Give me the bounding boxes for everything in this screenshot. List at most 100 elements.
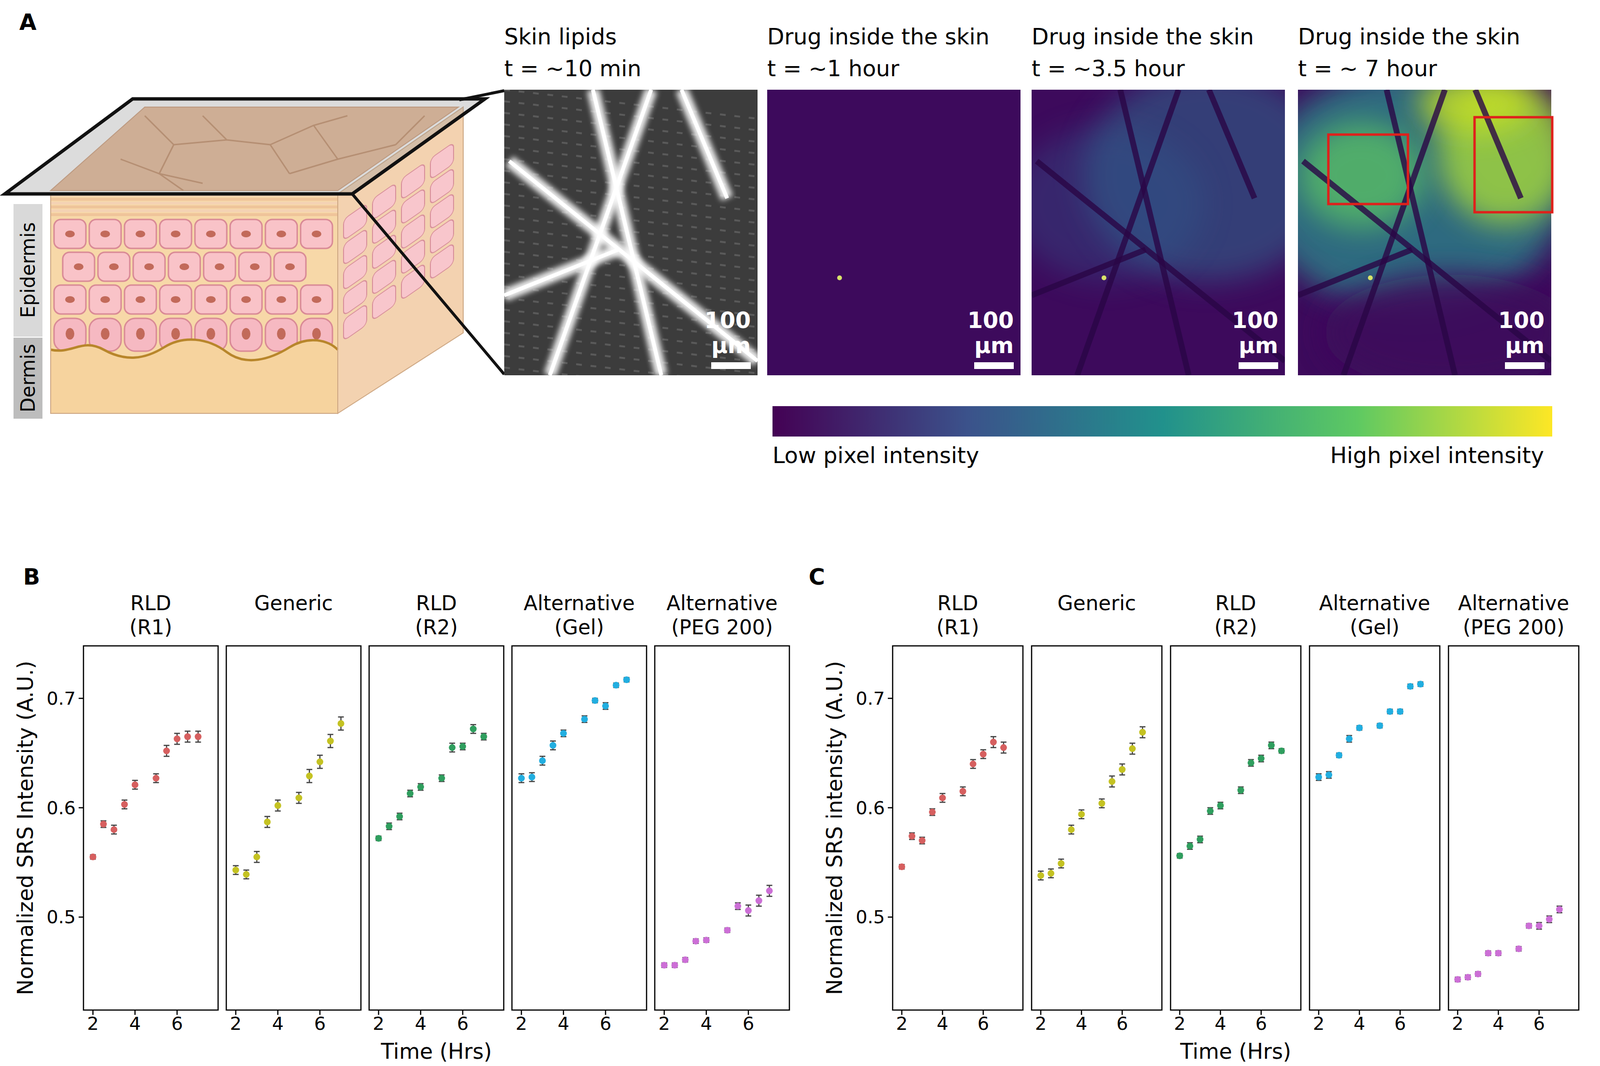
error-bar-cap	[184, 741, 191, 744]
chart-title: RLD(R2)	[414, 591, 458, 640]
connector	[352, 193, 505, 375]
x-tick-label: 4	[1492, 1013, 1504, 1035]
point	[1386, 708, 1394, 716]
point	[1139, 729, 1146, 736]
point	[327, 737, 334, 745]
point	[1057, 860, 1065, 868]
lipid-line	[681, 89, 728, 199]
point	[1494, 950, 1502, 957]
image-title: Drug inside the skin	[767, 23, 990, 50]
text-line: RLD	[1215, 591, 1257, 616]
error-bar	[417, 784, 424, 791]
text-line: Generic	[1057, 591, 1137, 616]
image-time: t = ~ 7 hour	[1297, 55, 1437, 82]
basal-cell	[230, 318, 263, 352]
error-bar-cap	[1078, 818, 1085, 820]
crack-line	[1475, 89, 1522, 199]
point	[661, 962, 668, 969]
image-title: Drug inside the skin	[1031, 23, 1255, 50]
colorbar-label: Low pixel intensity	[772, 442, 980, 469]
error-bar	[195, 731, 202, 743]
error-bar-cap	[980, 758, 987, 760]
point	[469, 725, 477, 733]
error-bar-cap	[233, 865, 239, 867]
nucleus	[100, 296, 111, 304]
crack-line	[1077, 89, 1179, 376]
error-bar	[121, 800, 128, 810]
layer-label: Dermis	[16, 344, 40, 413]
cell	[238, 252, 271, 282]
text-line: RLD	[415, 591, 457, 616]
cell	[230, 219, 263, 249]
stratum-corneum	[50, 201, 338, 205]
error-bar	[528, 772, 535, 782]
error-bar	[960, 786, 966, 796]
cell	[133, 252, 166, 282]
chart: RLD(R2)246Time (Hrs)	[1170, 591, 1301, 1064]
error-bar	[1000, 742, 1007, 754]
error-bar	[132, 780, 138, 790]
text-line: RLD	[937, 591, 979, 616]
error-bar-cap	[766, 896, 773, 898]
error-bar	[970, 759, 977, 769]
point	[1525, 922, 1533, 930]
layer-bar	[13, 204, 43, 337]
point	[480, 733, 488, 741]
chart: Generic246	[226, 591, 361, 1035]
x-tick-label: 6	[1255, 1013, 1268, 1035]
chart-title: Alternative(Gel)	[1319, 591, 1431, 640]
error-bar-cap	[195, 731, 202, 733]
text-line: (R1)	[129, 615, 173, 640]
point	[163, 747, 170, 755]
background	[767, 89, 1021, 376]
cell	[274, 252, 306, 282]
error-bar	[1129, 743, 1136, 755]
error-bar-cap	[1129, 743, 1136, 745]
error-bar	[184, 731, 191, 743]
point	[1268, 742, 1275, 749]
point	[89, 854, 97, 861]
x-tick-label: 4	[936, 1013, 949, 1035]
x-tick-label: 2	[658, 1013, 671, 1035]
x-tick-label: 2	[1451, 1013, 1464, 1035]
error-bar	[1546, 916, 1553, 924]
scale-bar	[1238, 362, 1279, 370]
error-bar-cap	[1048, 877, 1054, 879]
error-bar	[560, 730, 567, 738]
error-bar-cap	[275, 810, 281, 813]
skin-diagram: EpidermisDermis	[4, 90, 505, 419]
point	[538, 757, 546, 765]
text-line: (Gel)	[1350, 615, 1400, 640]
front-face	[50, 193, 338, 414]
error-bar-cap	[1037, 879, 1044, 882]
error-bar	[990, 736, 997, 748]
point	[110, 826, 118, 834]
x-axis-label: Time (Hrs)	[1179, 1039, 1292, 1064]
error-bar-cap	[518, 773, 525, 775]
nucleus	[170, 296, 181, 304]
error-bar-cap	[1068, 833, 1075, 836]
error-bar	[163, 745, 170, 757]
error-bar	[327, 734, 334, 748]
point	[1464, 974, 1472, 981]
point	[1406, 683, 1414, 690]
nucleus	[100, 328, 110, 340]
scale-bar	[1504, 362, 1545, 370]
error-bar	[152, 773, 159, 783]
point	[305, 772, 313, 780]
point	[560, 730, 567, 737]
error-bar	[386, 823, 392, 830]
point	[263, 818, 271, 826]
dermis	[50, 339, 338, 414]
error-bar-cap	[756, 905, 762, 908]
point	[671, 962, 678, 969]
chart-title: Alternative(PEG 200)	[1458, 591, 1570, 640]
error-bar	[1109, 776, 1116, 788]
chart: RLD(R1)2460.50.60.7Normalized SRS Intens…	[13, 591, 219, 1035]
point	[938, 794, 946, 802]
x-tick-label: 2	[372, 1013, 385, 1035]
y-tick	[887, 807, 893, 809]
error-bar-cap	[449, 743, 456, 745]
text-line: Alternative	[1319, 591, 1431, 616]
error-bar	[1186, 842, 1193, 850]
